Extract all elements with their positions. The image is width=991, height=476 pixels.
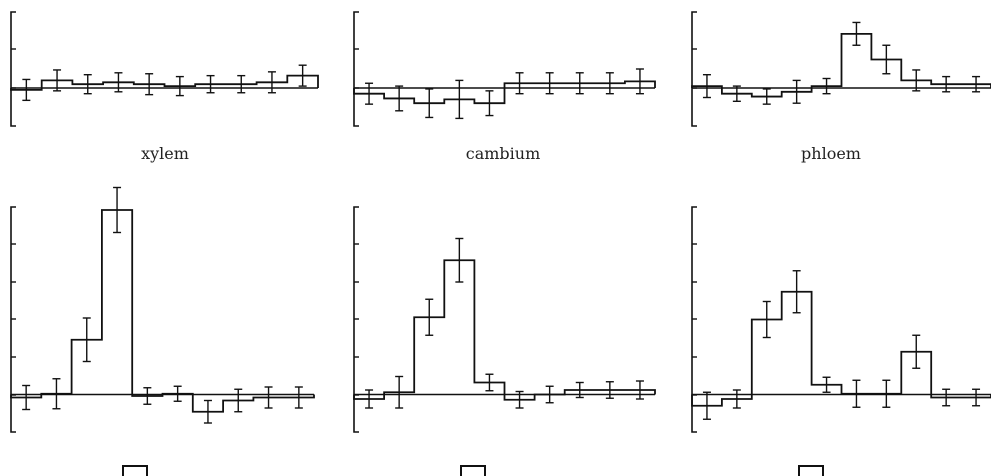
chart-phloem (691, 11, 991, 127)
error-bar (792, 79, 801, 104)
error-bar (455, 79, 464, 120)
error-bar (234, 388, 243, 413)
error-bar (425, 298, 434, 336)
histogram-step-line (691, 32, 991, 98)
chart-bottom-left (10, 186, 315, 433)
error-bar (822, 376, 831, 393)
panel-label-phloem: phloem (801, 144, 861, 163)
histogram-step-line (10, 74, 319, 91)
y-axis (10, 11, 16, 127)
error-bar (732, 85, 741, 103)
chart-bottom-right (691, 206, 991, 433)
histogram-step-line (10, 209, 315, 413)
error-bar (575, 381, 584, 399)
error-bar (912, 334, 921, 369)
error-bar (605, 381, 614, 399)
error-bar (395, 375, 404, 409)
histogram-step-line (353, 80, 656, 105)
error-bar (702, 73, 711, 99)
error-bar (53, 69, 62, 92)
error-bar (113, 186, 122, 234)
error-bar (264, 386, 273, 409)
histogram-bin (102, 210, 132, 395)
error-bar (82, 317, 91, 363)
error-bar (145, 73, 154, 96)
y-axis (691, 11, 697, 127)
error-bar (267, 71, 276, 94)
error-bar (22, 78, 31, 102)
y-axis (353, 11, 359, 127)
panel-label-cambium: cambium (465, 144, 541, 163)
error-bar (732, 389, 741, 409)
error-bar (545, 72, 554, 95)
error-bar (882, 44, 891, 75)
error-bar (395, 85, 404, 112)
scale-bracket-right (798, 465, 824, 476)
chart-bottom-center (353, 206, 656, 433)
error-bar (575, 72, 584, 95)
error-bar (237, 74, 246, 94)
error-bar (942, 75, 951, 93)
error-bar (942, 388, 951, 407)
error-bar (822, 77, 831, 95)
error-bar (365, 82, 374, 105)
error-bar (972, 75, 981, 93)
error-bar (485, 373, 494, 392)
error-bar (882, 379, 891, 408)
error-bar (175, 75, 184, 97)
scale-bracket-left (122, 465, 148, 476)
error-bar (206, 74, 215, 94)
error-bar (173, 385, 182, 402)
error-bar (515, 72, 524, 95)
error-bar (762, 88, 771, 105)
error-bar (22, 384, 31, 411)
error-bar (52, 378, 61, 410)
chart-xylem (10, 11, 319, 127)
error-bar (203, 399, 212, 424)
error-bar (792, 270, 801, 314)
error-bar (605, 72, 614, 95)
error-bar (852, 21, 861, 46)
error-bar (635, 68, 644, 95)
error-bar (83, 73, 92, 95)
error-bar (485, 90, 494, 117)
chart-cambium (353, 11, 656, 127)
error-bar (702, 391, 711, 420)
error-bar (114, 72, 123, 93)
error-bar (545, 385, 554, 404)
panel-label-xylem: xylem (141, 144, 189, 163)
error-bar (852, 379, 861, 408)
error-bar (365, 389, 374, 409)
error-bar (912, 69, 921, 92)
error-bar (635, 380, 644, 400)
scale-bracket-center (460, 465, 486, 476)
error-bar (425, 88, 434, 119)
error-bar (515, 390, 524, 409)
error-bar (762, 300, 771, 339)
error-bar (298, 64, 307, 87)
error-bar (143, 387, 152, 405)
error-bar (972, 388, 981, 407)
error-bar (294, 386, 303, 409)
error-bar (455, 237, 464, 283)
